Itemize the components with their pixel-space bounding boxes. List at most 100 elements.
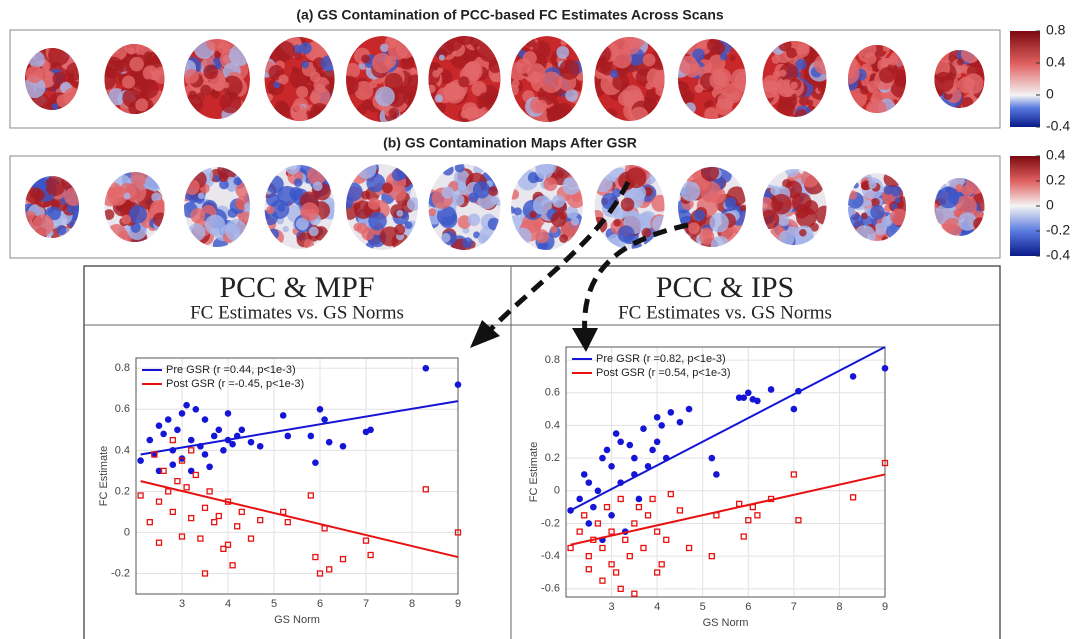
slice-patch <box>52 103 59 110</box>
point <box>220 447 227 454</box>
slice-patch <box>559 212 567 220</box>
figure: (a) GS Contamination of PCC-based FC Est… <box>0 0 1080 639</box>
x-tick-label: 4 <box>654 601 660 613</box>
slice-patch <box>296 86 308 98</box>
y-tick-label: 0.4 <box>545 419 560 431</box>
slice-patch <box>514 207 522 215</box>
slice-patch <box>895 197 901 203</box>
slice-patch <box>688 222 700 234</box>
colorbar-tick-label: 0 <box>1046 197 1054 213</box>
slice-patch <box>717 93 734 110</box>
point <box>206 463 213 470</box>
point <box>147 437 154 444</box>
slice-patch <box>963 73 984 94</box>
point <box>604 447 611 454</box>
point <box>193 406 200 413</box>
point <box>713 471 720 478</box>
point <box>658 422 665 429</box>
point <box>317 406 324 413</box>
y-tick-label: -0.4 <box>541 550 560 562</box>
chart-subtitle: FC Estimates vs. GS Norms <box>618 302 832 323</box>
slice-patch <box>299 113 308 122</box>
slice-patch <box>772 55 781 64</box>
point <box>636 496 643 503</box>
slice-patch <box>369 80 377 88</box>
slice-patch <box>778 215 789 226</box>
slice-patch <box>278 74 288 84</box>
point <box>202 416 209 423</box>
point <box>754 398 761 405</box>
point <box>608 463 615 470</box>
slice-patch <box>129 205 147 223</box>
slice-patch <box>362 99 373 110</box>
slice-patch <box>470 51 478 59</box>
x-tick-label: 8 <box>409 598 415 610</box>
point <box>239 427 246 434</box>
colorbar-tick-label: -0.4 <box>1046 247 1070 263</box>
slice-patch <box>203 64 218 79</box>
slice-patch <box>389 108 400 119</box>
slice-patch <box>124 192 131 199</box>
point <box>686 406 693 413</box>
slice-patch <box>618 226 635 243</box>
slice-patch <box>458 182 467 191</box>
y-tick-label: -0.2 <box>111 567 130 579</box>
slice-patch <box>559 59 579 79</box>
slice-patch <box>299 105 306 112</box>
slice-patch <box>643 54 656 67</box>
slice-patch <box>957 58 964 65</box>
y-tick-label: 0.2 <box>115 485 130 497</box>
slice-patch <box>198 192 205 199</box>
point <box>745 389 752 396</box>
point <box>174 427 181 434</box>
point <box>455 381 462 388</box>
colorbar-tick-label: -0.4 <box>1046 118 1070 134</box>
slice-patch <box>432 70 440 78</box>
slice-patch <box>716 71 727 82</box>
slice-patch <box>361 191 370 200</box>
slice-patch <box>121 215 131 225</box>
colorbar-tick-label: -0.2 <box>1046 222 1070 238</box>
slice-patch <box>300 202 319 221</box>
point <box>165 416 172 423</box>
slice-patch <box>301 61 309 69</box>
slice-patch <box>709 213 729 233</box>
point <box>156 422 163 429</box>
point <box>768 386 775 393</box>
slice-patch <box>135 98 148 111</box>
slice-patch <box>428 208 436 216</box>
colorbar-tick-label: 0.8 <box>1046 22 1066 38</box>
point <box>179 410 186 417</box>
slice-patch <box>313 181 323 191</box>
plot-area <box>566 347 885 597</box>
slice-patch <box>452 194 464 206</box>
point <box>599 455 606 462</box>
point <box>581 471 588 478</box>
colorbar <box>1010 156 1040 256</box>
slice-patch <box>468 213 481 226</box>
x-tick-label: 4 <box>225 598 231 610</box>
slice-patch <box>372 53 392 73</box>
slice-patch <box>458 76 469 87</box>
y-tick-label: 0.6 <box>545 387 560 399</box>
legend-label: Pre GSR (r =0.82, p<1e-3) <box>596 353 726 365</box>
slice-patch <box>681 83 689 91</box>
y-tick-label: 0.8 <box>545 354 560 366</box>
slice-patch <box>309 227 319 237</box>
slice-patch <box>45 176 65 196</box>
slice-patch <box>442 187 454 199</box>
slice-patch <box>396 210 403 217</box>
slice-patch <box>535 100 548 113</box>
slice-patch <box>556 46 569 59</box>
slice-patch <box>535 229 549 243</box>
point <box>627 442 634 449</box>
slice-patch <box>375 87 395 107</box>
x-axis-label: GS Norm <box>703 617 749 629</box>
point <box>321 416 328 423</box>
x-tick-label: 3 <box>179 598 185 610</box>
slice-patch <box>865 200 872 207</box>
slice-patch <box>266 206 274 214</box>
point <box>188 437 195 444</box>
slice-patch <box>779 70 786 77</box>
legend-label: Post GSR (r =-0.45, p<1e-3) <box>166 378 304 390</box>
